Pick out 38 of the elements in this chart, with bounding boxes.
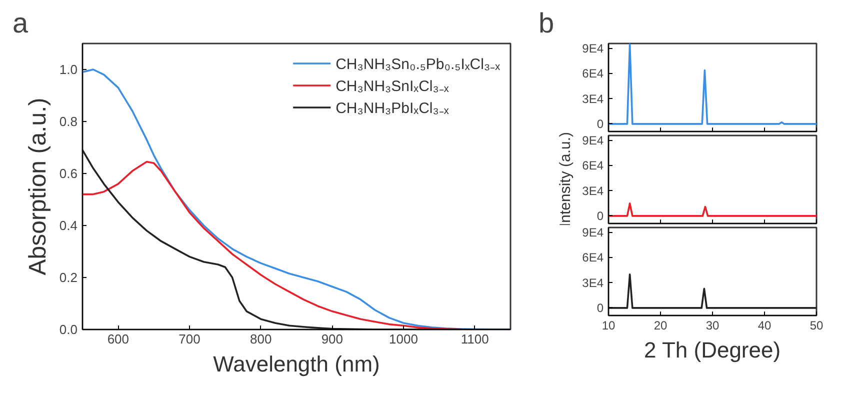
- y-tick-label: 6E4: [582, 66, 604, 81]
- chart-title: a: [12, 8, 28, 38]
- x-tick-label: 600: [107, 332, 130, 346]
- y-axis-title: Absorption (a.u.): [24, 98, 52, 276]
- y-tick-label: 3E4: [582, 184, 604, 198]
- y-tick-label: 0: [596, 300, 604, 315]
- x-tick-label: 800: [250, 332, 272, 346]
- x-tick-label: 50: [810, 318, 824, 332]
- y-tick-label: 6E4: [582, 158, 604, 173]
- y-tick-label: 3E4: [582, 276, 604, 290]
- x-tick-label: 20: [654, 318, 668, 332]
- y-tick-label: 9E4: [582, 42, 604, 56]
- y-tick-label: 0.6: [59, 166, 78, 181]
- x-tick-label: 1000: [389, 332, 418, 346]
- y-tick-label: 9E4: [582, 226, 604, 240]
- y-tick-label: 6E4: [582, 250, 604, 265]
- legend-label: CH₃NH₃PbIₓCl₃₋ₓ: [336, 99, 449, 117]
- y-tick-label: 0: [596, 208, 604, 223]
- x-tick-label: 30: [706, 318, 720, 332]
- y-tick-label: 0: [596, 116, 604, 131]
- x-axis-title: 2 Th (Degree): [644, 338, 781, 362]
- x-axis-title: Wavelength (nm): [213, 352, 380, 376]
- y-tick-label: 3E4: [582, 92, 604, 106]
- x-tick-label: 700: [178, 332, 200, 346]
- y-tick-label: 1.0: [59, 62, 78, 77]
- line-series: [608, 44, 816, 125]
- legend-label: CH₃NH₃SnIₓCl₃₋ₓ: [336, 77, 449, 95]
- x-tick-label: 1100: [460, 332, 489, 346]
- y-tick-label: 0.4: [59, 218, 78, 233]
- y-tick-label: 0.8: [59, 114, 78, 129]
- legend-label: CH₃NH₃Sn₀.₅Pb₀.₅IₓCl₃₋ₓ: [336, 55, 500, 73]
- chart-title: b: [538, 8, 554, 38]
- x-tick-label: 10: [602, 318, 616, 332]
- y-tick-label: 0.0: [59, 322, 78, 337]
- x-tick-label: 40: [758, 318, 772, 332]
- y-tick-label: 0.2: [59, 270, 78, 285]
- x-tick-label: 900: [321, 332, 344, 346]
- y-tick-label: 9E4: [582, 134, 604, 148]
